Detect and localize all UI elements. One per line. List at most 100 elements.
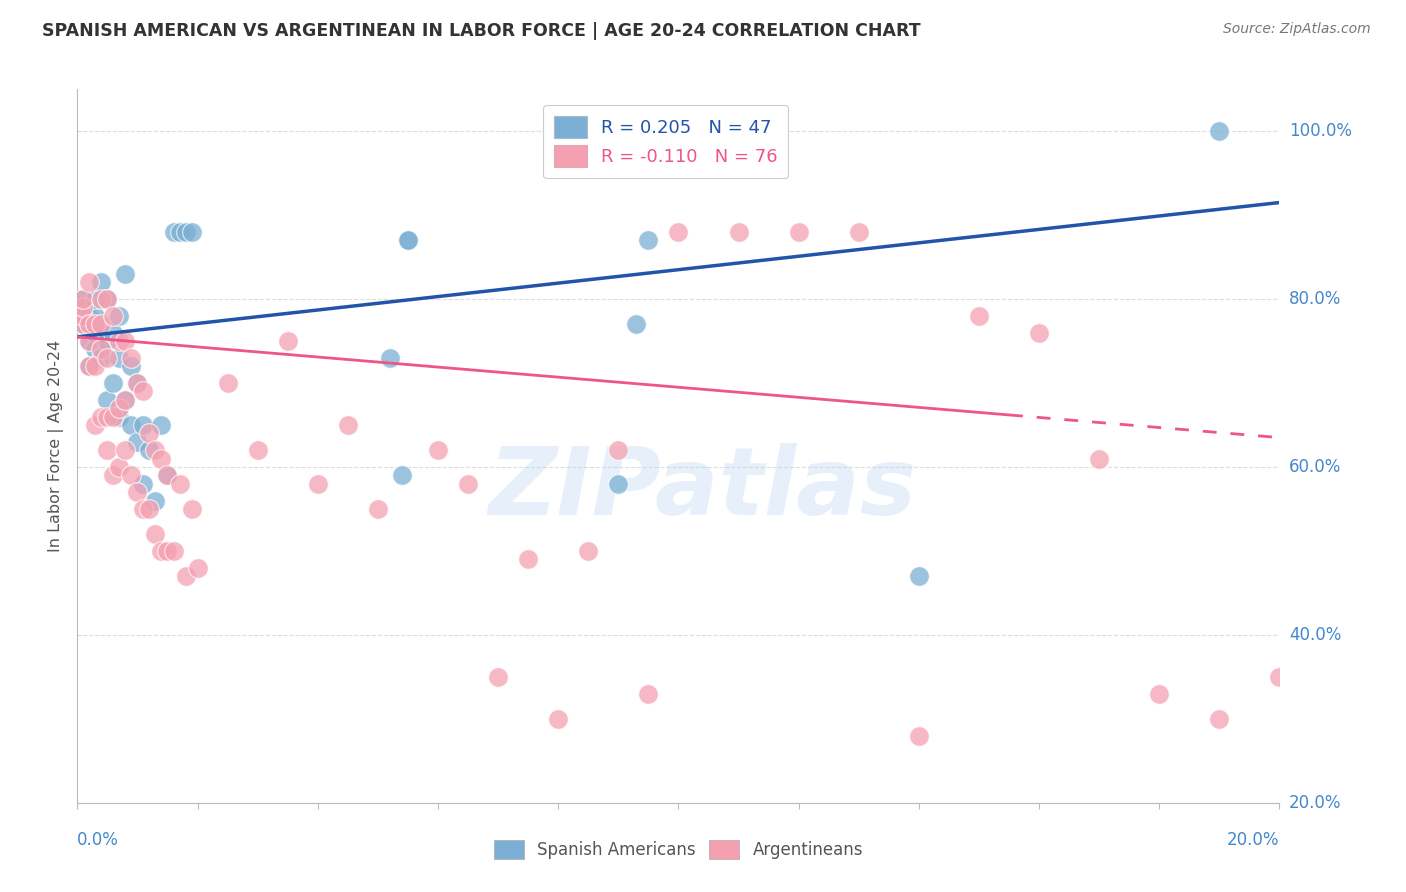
Point [108, 334, 131, 348]
Point [138, 502, 160, 516]
Point [79, 334, 101, 348]
Point [90, 292, 112, 306]
Point [391, 468, 413, 483]
Point [90, 343, 112, 357]
Point [90, 351, 112, 365]
Point [1208, 124, 1230, 138]
Point [120, 351, 142, 365]
Point [84, 292, 107, 306]
Point [169, 476, 191, 491]
Point [114, 267, 136, 281]
Point [96, 334, 118, 348]
Point [156, 468, 179, 483]
Point [108, 401, 131, 416]
Point [114, 392, 136, 407]
Point [162, 544, 184, 558]
Point [145, 527, 167, 541]
Point [72, 292, 94, 306]
Point [607, 476, 630, 491]
Point [79, 318, 101, 332]
Point [908, 729, 931, 743]
Point [72, 301, 94, 315]
Point [1208, 712, 1230, 726]
Point [84, 318, 107, 332]
Point [787, 225, 810, 239]
Point [517, 552, 540, 566]
Text: 40.0%: 40.0% [1289, 626, 1341, 644]
Point [1329, 443, 1351, 458]
Point [90, 275, 112, 289]
Point [169, 225, 191, 239]
Point [108, 351, 131, 365]
Point [72, 301, 94, 315]
Point [180, 225, 202, 239]
Point [79, 334, 101, 348]
Point [79, 309, 101, 323]
Point [79, 359, 101, 374]
Point [145, 443, 167, 458]
Text: 0.0%: 0.0% [77, 831, 120, 849]
Text: SPANISH AMERICAN VS ARGENTINEAN IN LABOR FORCE | AGE 20-24 CORRELATION CHART: SPANISH AMERICAN VS ARGENTINEAN IN LABOR… [42, 22, 921, 40]
Point [150, 544, 173, 558]
Point [90, 326, 112, 340]
Point [90, 409, 112, 424]
Point [96, 409, 118, 424]
Point [637, 687, 659, 701]
Point [96, 351, 118, 365]
Point [547, 712, 569, 726]
Text: 80.0%: 80.0% [1289, 290, 1341, 308]
Point [127, 485, 149, 500]
Text: ZIPatlas: ZIPatlas [488, 442, 917, 535]
Point [848, 225, 870, 239]
Point [427, 443, 450, 458]
Point [908, 569, 931, 583]
Point [103, 326, 125, 340]
Point [72, 292, 94, 306]
Point [150, 451, 173, 466]
Point [967, 309, 990, 323]
Point [186, 560, 209, 574]
Point [103, 468, 125, 483]
Point [1088, 451, 1111, 466]
Point [367, 502, 389, 516]
Point [84, 417, 107, 432]
Point [246, 443, 269, 458]
Point [114, 334, 136, 348]
Point [72, 318, 94, 332]
Point [96, 443, 118, 458]
Point [637, 233, 659, 247]
Point [103, 409, 125, 424]
Point [668, 225, 690, 239]
Point [96, 292, 118, 306]
Point [108, 460, 131, 475]
Point [396, 233, 419, 247]
Text: 20.0%: 20.0% [1227, 831, 1279, 849]
Point [114, 392, 136, 407]
Point [378, 351, 401, 365]
Point [84, 326, 107, 340]
Point [626, 318, 648, 332]
Point [457, 476, 479, 491]
Point [150, 417, 173, 432]
Text: Source: ZipAtlas.com: Source: ZipAtlas.com [1223, 22, 1371, 37]
Text: 100.0%: 100.0% [1289, 122, 1353, 140]
Point [174, 569, 197, 583]
Point [108, 409, 131, 424]
Point [277, 334, 299, 348]
Point [132, 476, 155, 491]
Point [1268, 670, 1291, 684]
Point [1389, 443, 1406, 458]
Point [103, 376, 125, 390]
Point [84, 359, 107, 374]
Point [120, 417, 142, 432]
Point [1028, 326, 1050, 340]
Point [108, 309, 131, 323]
Point [132, 502, 155, 516]
Point [217, 376, 239, 390]
Point [127, 376, 149, 390]
Point [79, 275, 101, 289]
Point [180, 502, 202, 516]
Point [72, 309, 94, 323]
Point [79, 359, 101, 374]
Point [132, 384, 155, 399]
